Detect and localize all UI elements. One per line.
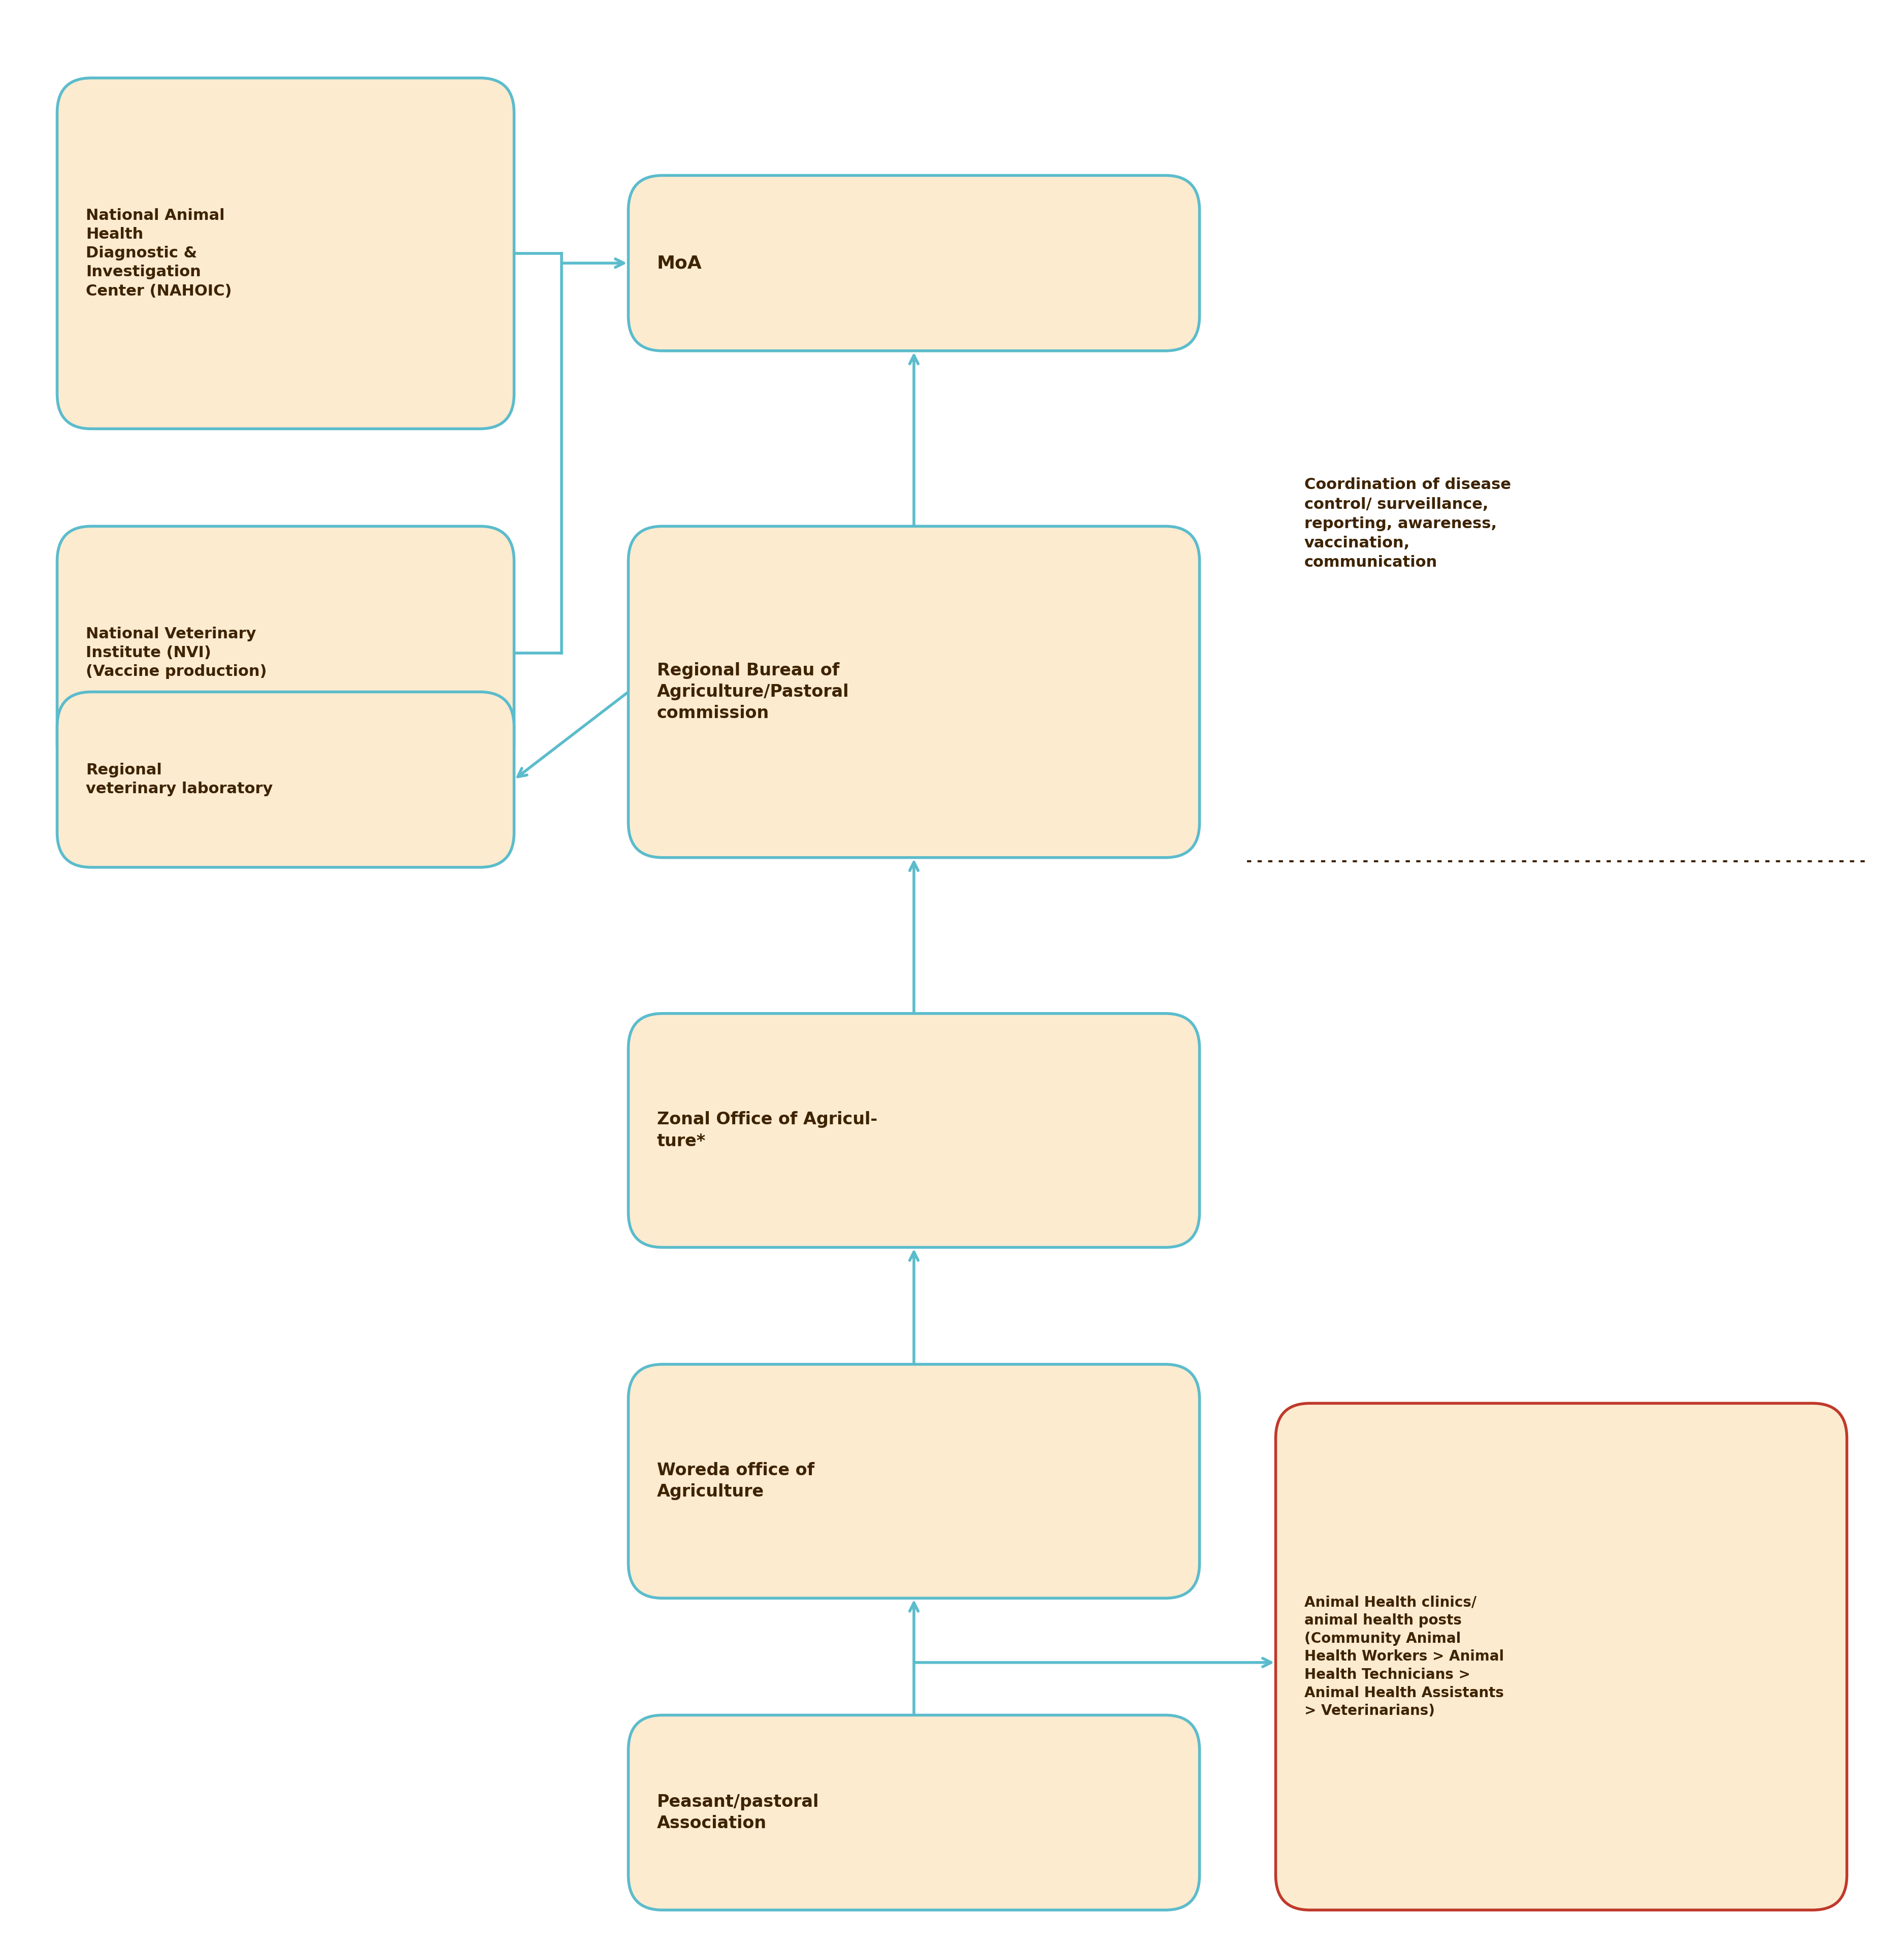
Text: MoA: MoA bbox=[657, 255, 703, 271]
Text: Coordination of disease
control/ surveillance,
reporting, awareness,
vaccination: Coordination of disease control/ surveil… bbox=[1304, 478, 1512, 569]
FancyBboxPatch shape bbox=[628, 175, 1200, 351]
Text: Peasant/pastoral
Association: Peasant/pastoral Association bbox=[657, 1793, 819, 1832]
FancyBboxPatch shape bbox=[57, 526, 514, 780]
FancyBboxPatch shape bbox=[1276, 1403, 1847, 1910]
Text: Zonal Office of Agricul-
ture*: Zonal Office of Agricul- ture* bbox=[657, 1111, 878, 1150]
Text: Animal Health clinics/
animal health posts
(Community Animal
Health Workers > An: Animal Health clinics/ animal health pos… bbox=[1304, 1594, 1504, 1719]
FancyBboxPatch shape bbox=[57, 692, 514, 867]
Text: National Veterinary
Institute (NVI)
(Vaccine production): National Veterinary Institute (NVI) (Vac… bbox=[86, 628, 267, 678]
Text: Woreda office of
Agriculture: Woreda office of Agriculture bbox=[657, 1462, 815, 1501]
FancyBboxPatch shape bbox=[57, 78, 514, 429]
FancyBboxPatch shape bbox=[628, 526, 1200, 858]
FancyBboxPatch shape bbox=[628, 1364, 1200, 1598]
Text: Regional Bureau of
Agriculture/Pastoral
commission: Regional Bureau of Agriculture/Pastoral … bbox=[657, 663, 849, 721]
FancyBboxPatch shape bbox=[628, 1013, 1200, 1247]
FancyBboxPatch shape bbox=[628, 1715, 1200, 1910]
Text: Regional
veterinary laboratory: Regional veterinary laboratory bbox=[86, 762, 272, 797]
Text: National Animal
Health
Diagnostic &
Investigation
Center (NAHOIC): National Animal Health Diagnostic & Inve… bbox=[86, 209, 232, 298]
